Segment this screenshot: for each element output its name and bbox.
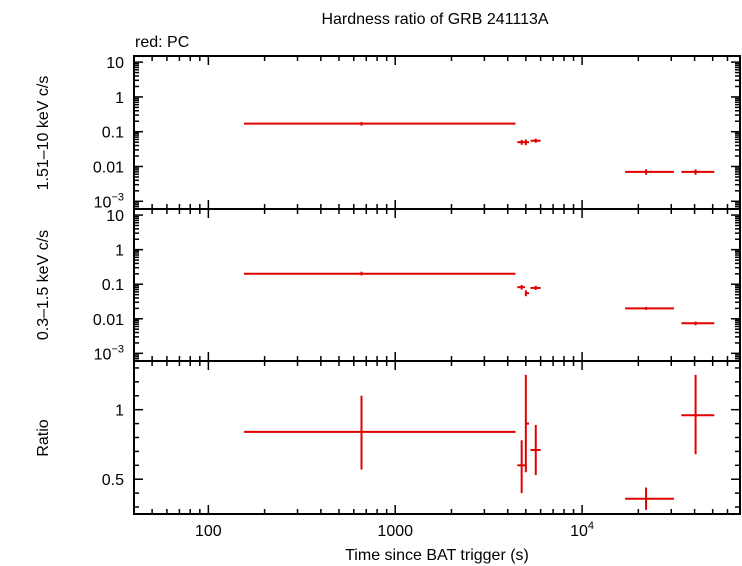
data-point-hard — [243, 122, 516, 126]
y-tick-label-hard: 1 — [115, 90, 124, 107]
y-axis-label-ratio: Ratio — [35, 419, 52, 456]
chart-subtitle: red: PC — [135, 34, 189, 51]
y-tick-label-hard: 0.01 — [93, 159, 124, 176]
data-point-hard — [517, 139, 526, 145]
y-axis-label-soft: 0.3–1.5 keV c/s — [35, 230, 52, 340]
data-point-ratio — [517, 440, 526, 494]
y-tick-label-soft: 1 — [115, 243, 124, 260]
y-tick-label-soft: 10 — [106, 208, 124, 225]
data-point-ratio — [530, 424, 541, 476]
data-point-soft — [517, 284, 526, 290]
data-point-ratio — [243, 395, 516, 470]
data-point-ratio — [681, 374, 715, 455]
y-tick-label-soft: 0.1 — [102, 277, 124, 294]
data-point-ratio — [524, 374, 530, 473]
y-tick-label-hard: 0.1 — [102, 125, 124, 142]
data-point-soft — [530, 285, 541, 290]
x-axis-label: Time since BAT trigger (s) — [345, 547, 529, 564]
y-tick-label-soft: 10−3 — [94, 343, 124, 363]
data-point-hard — [625, 169, 674, 175]
data-point-hard — [524, 139, 530, 146]
x-tick-label: 100 — [195, 523, 222, 540]
data-point-soft — [524, 290, 530, 297]
data-point-soft — [681, 321, 715, 326]
y-tick-label-hard: 10−3 — [94, 191, 124, 211]
x-tick-label: 104 — [570, 520, 594, 540]
data-point-soft — [243, 271, 516, 276]
data-point-soft — [625, 306, 674, 310]
y-tick-label-hard: 10 — [106, 55, 124, 72]
x-tick-label: 1000 — [377, 523, 413, 540]
y-axis-label-hard: 1.51–10 keV c/s — [35, 76, 52, 191]
y-tick-label-ratio: 1 — [115, 403, 124, 420]
y-tick-label-soft: 0.01 — [93, 312, 124, 329]
data-point-ratio — [625, 487, 674, 510]
y-tick-label-ratio: 0.5 — [102, 472, 124, 489]
data-point-hard — [530, 138, 541, 143]
chart-title: Hardness ratio of GRB 241113A — [321, 11, 548, 28]
data-point-hard — [681, 169, 715, 175]
